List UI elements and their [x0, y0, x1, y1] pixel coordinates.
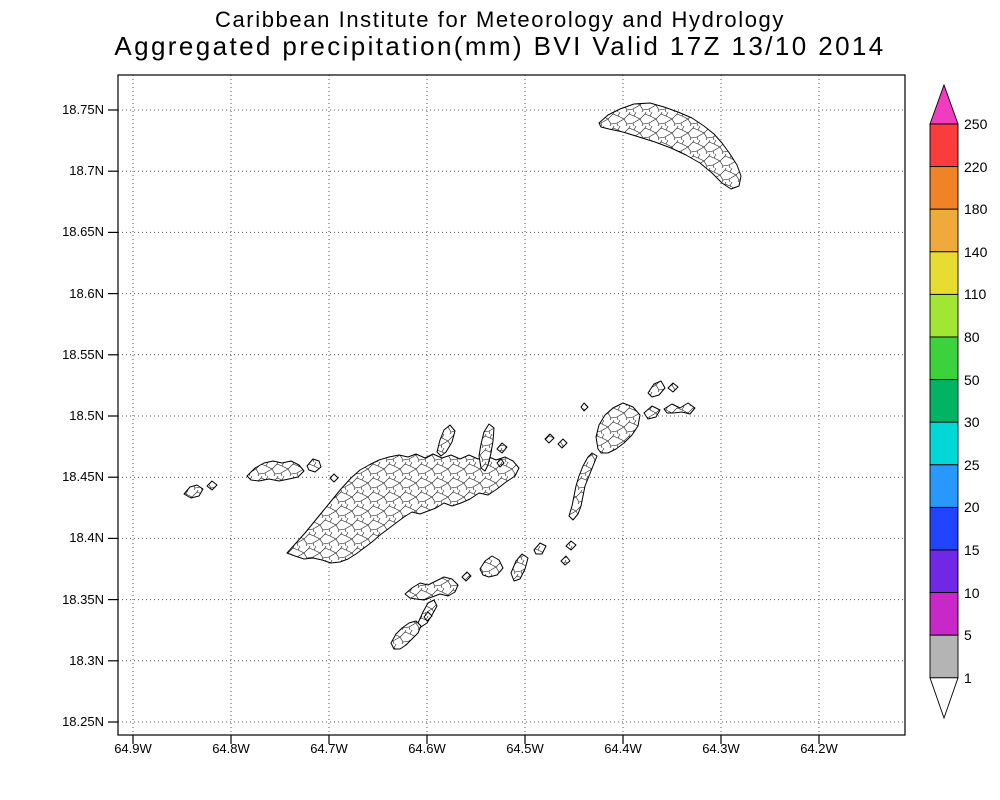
x-tick-label: 64.2W — [800, 741, 838, 756]
colorbar-label: 180 — [964, 201, 988, 218]
island-outline — [598, 102, 742, 190]
colorbar-label: 80 — [964, 329, 980, 345]
colorbar-segment — [929, 379, 959, 423]
colorbar-label: 250 — [964, 116, 988, 132]
plot-frame — [117, 74, 906, 736]
colorbar-segment — [929, 123, 959, 168]
island-outline — [478, 423, 495, 472]
island-outline — [479, 555, 504, 578]
colorbar-label: 110 — [964, 286, 987, 303]
x-tick-label: 64.3W — [702, 741, 740, 756]
colorbar-label: 50 — [964, 371, 980, 388]
y-tick-label: 18.75N — [62, 102, 104, 117]
colorbar-label: 220 — [964, 158, 988, 175]
island-outline — [510, 553, 529, 582]
island-outline — [667, 382, 679, 393]
island-outline — [496, 442, 508, 454]
island-outline — [329, 473, 339, 483]
x-tick-label: 64.5W — [506, 741, 544, 756]
y-tick-label: 18.35N — [62, 591, 104, 607]
island-outline — [643, 405, 661, 420]
colorbar-segment — [929, 506, 959, 551]
colorbar-segment — [929, 421, 959, 466]
island-outline — [306, 458, 322, 473]
island-outline — [533, 542, 547, 555]
colorbar-segment — [929, 208, 959, 253]
island-outline — [286, 453, 520, 564]
island-outline — [436, 424, 456, 457]
colorbar-label: 15 — [964, 542, 980, 558]
colorbar-label: 140 — [964, 243, 988, 260]
island-outline — [496, 458, 505, 468]
island-outline — [183, 484, 204, 499]
colorbar-segment — [929, 549, 959, 594]
island-outline — [246, 460, 305, 482]
island-outline — [595, 402, 641, 454]
x-tick-label: 64.8W — [212, 741, 250, 756]
island-outline — [390, 620, 422, 650]
x-tick-label: 64.4W — [604, 741, 642, 756]
island-outline — [557, 438, 568, 449]
x-tick-label: 64.7W — [310, 741, 348, 756]
y-tick-label: 18.55N — [62, 346, 104, 362]
colorbar-segment — [929, 592, 959, 636]
plot-title: Aggregated precipitation(mm) BVI Valid 1… — [114, 31, 886, 61]
island-outlines — [183, 102, 742, 650]
colorbar-label: 20 — [964, 499, 980, 516]
y-tick-label: 18.7N — [69, 163, 104, 179]
y-tick-label: 18.3N — [69, 652, 104, 668]
island-outline — [580, 402, 589, 412]
island-outline — [663, 402, 696, 415]
colorbar-label: 1 — [964, 669, 972, 686]
island-outline — [647, 380, 666, 398]
y-tick-label: 18.25N — [62, 714, 104, 729]
island-outline — [560, 555, 571, 566]
x-tick-label: 64.6W — [408, 741, 446, 756]
y-tick-label: 18.5N — [69, 408, 104, 423]
colorbar-label: 30 — [964, 414, 980, 431]
island-outline — [568, 452, 598, 521]
island-outline — [423, 611, 433, 622]
axis-ticks — [108, 109, 820, 744]
colorbar-label: 25 — [964, 456, 980, 473]
institution-title: Caribbean Institute for Meteorology and … — [214, 7, 785, 32]
island-outline — [544, 433, 555, 444]
y-tick-label: 18.45N — [62, 469, 104, 485]
y-tick-label: 18.4N — [69, 530, 104, 546]
colorbar-segment — [929, 634, 959, 679]
colorbar-bottom-arrow — [929, 677, 959, 720]
island-outline — [565, 540, 577, 551]
y-tick-label: 18.6N — [69, 285, 104, 301]
colorbar — [929, 83, 959, 720]
colorbar-label: 10 — [964, 584, 980, 601]
island-outline — [461, 571, 472, 582]
x-tick-label: 64.9W — [114, 741, 152, 756]
island-outline — [404, 576, 459, 601]
y-tick-label: 18.65N — [62, 224, 104, 240]
island-outline — [206, 480, 218, 491]
colorbar-label: 5 — [964, 627, 972, 644]
